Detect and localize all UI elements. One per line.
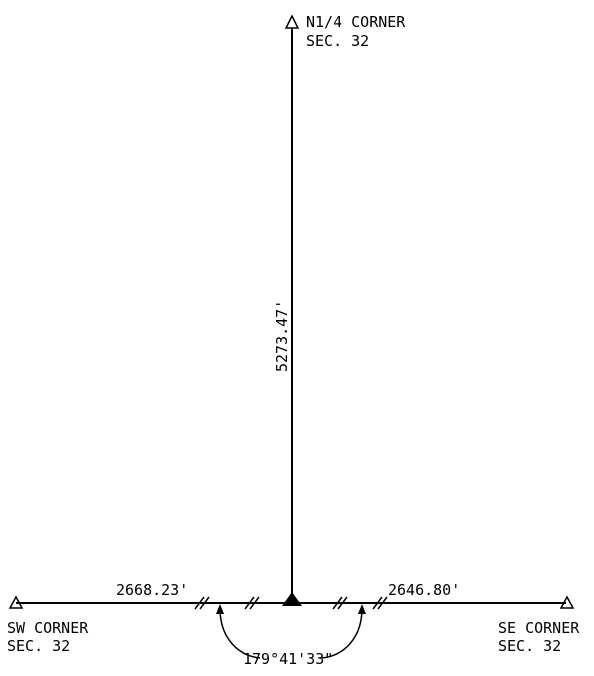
angle-arrowhead-east: [358, 604, 366, 614]
sw-corner-triangle-icon: [8, 595, 24, 609]
se-corner-label: SE CORNER: [498, 619, 580, 637]
sw-corner-section: SEC. 32: [7, 637, 70, 655]
north-line-distance: 5273.47': [273, 300, 291, 372]
break-mark-west-outer: [194, 596, 210, 610]
sw-corner-label: SW CORNER: [7, 619, 89, 637]
n-quarter-corner-section: SEC. 32: [306, 32, 369, 50]
angle-arrowhead-west: [216, 604, 224, 614]
se-corner-triangle-icon: [559, 595, 575, 609]
se-corner-section: SEC. 32: [498, 637, 561, 655]
angle-arc: [219, 607, 363, 659]
included-angle-label: 179°41'33": [243, 650, 333, 668]
break-mark-west-inner: [244, 596, 260, 610]
break-mark-east-outer: [372, 596, 388, 610]
n-quarter-corner-triangle-icon: [284, 14, 300, 29]
break-mark-east-inner: [332, 596, 348, 610]
n-quarter-corner-label: N1/4 CORNER: [306, 13, 406, 31]
found-monument-filled-triangle-icon: [282, 592, 302, 606]
west-line-distance: 2668.23': [116, 581, 188, 599]
east-line-distance: 2646.80': [388, 581, 460, 599]
